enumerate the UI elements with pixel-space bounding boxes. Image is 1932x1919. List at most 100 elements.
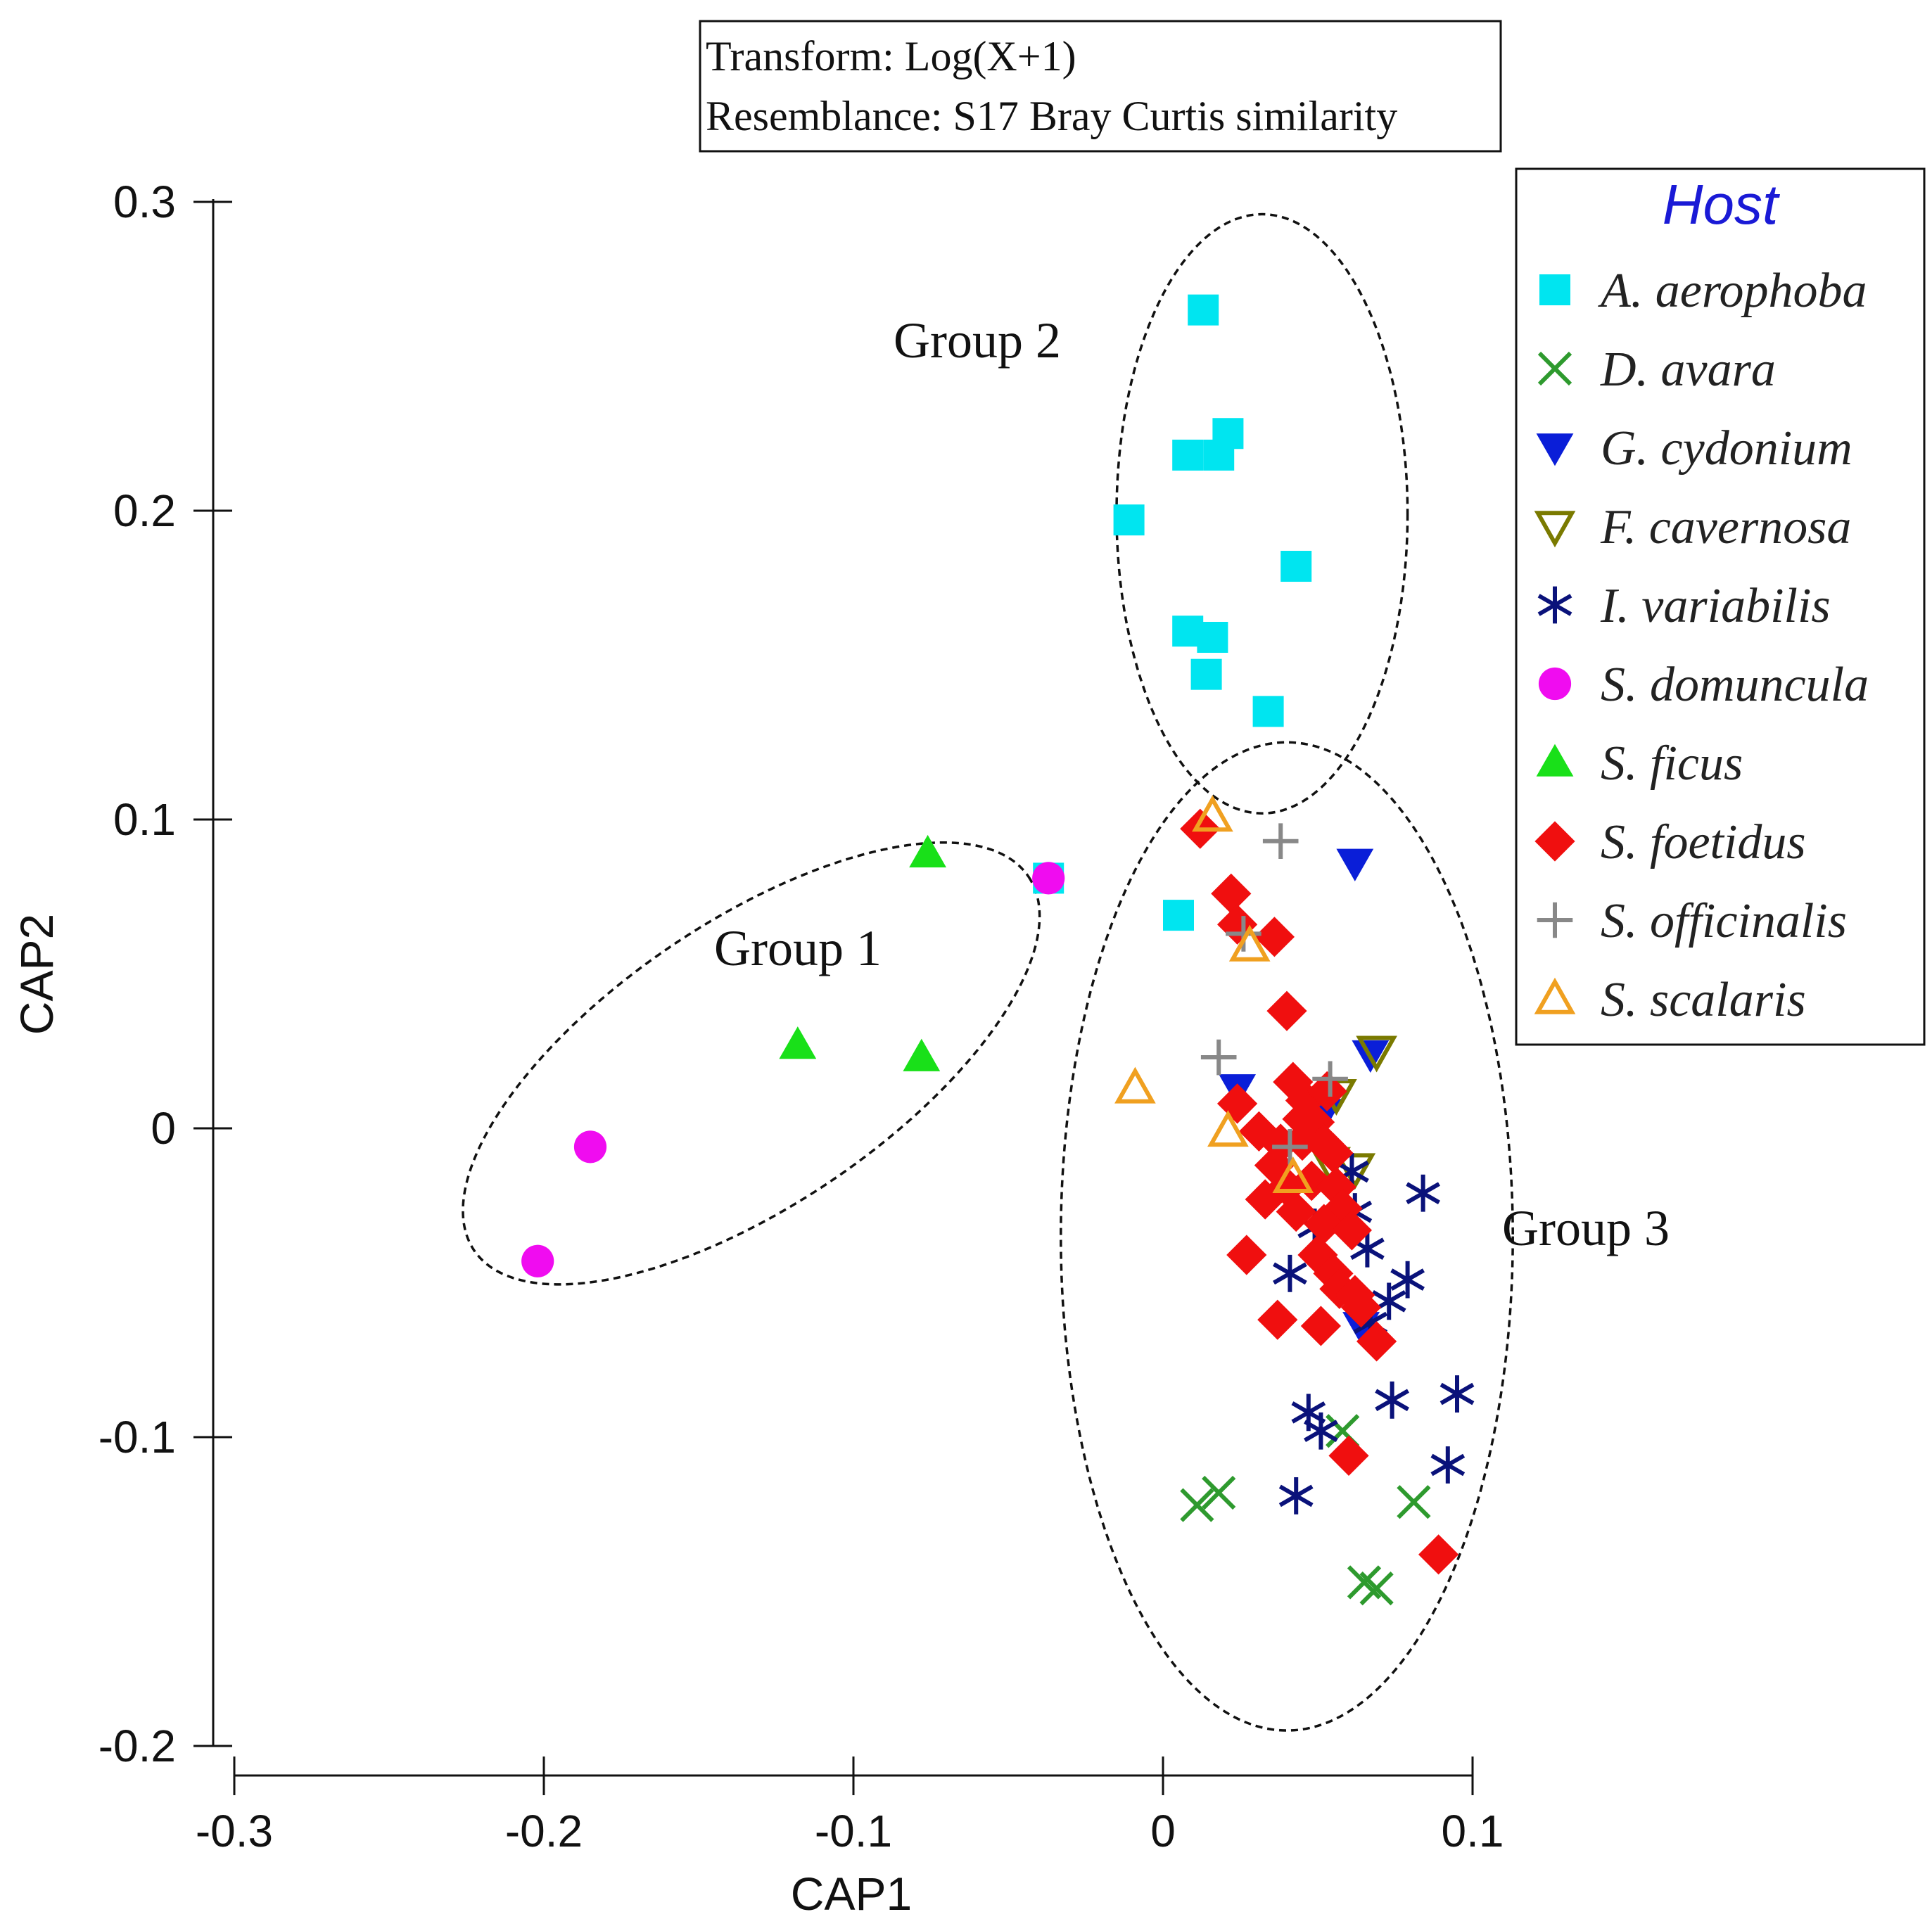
point-d-avara [1347,1565,1382,1600]
legend-label-g-cydonium: G. cydonium [1601,421,1852,476]
point-s-domuncula [521,1244,554,1277]
point-i-variabilis [1273,1254,1307,1292]
group-ellipse-1 [462,841,1041,1286]
point-s-foetidus [1297,1235,1338,1275]
point-s-officinalis [1226,916,1261,952]
legend-marker-s-scalaris [1534,977,1576,1014]
y-tick-label: 0.3 [113,177,176,227]
legend-marker-s-officinalis [1537,902,1573,938]
point-s-foetidus [1331,1210,1372,1251]
annotation-transform: Transform: Log(X+1) [706,33,1076,79]
y-tick-label: -0.2 [98,1721,176,1771]
legend-label-i-variabilis: I. variabilis [1600,579,1831,633]
legend-marker-g-cydonium [1536,433,1574,466]
legend-marker-f-cavernosa [1534,511,1576,548]
point-s-foetidus [1217,1083,1258,1124]
point-s-officinalis [1262,823,1299,860]
legend-label-a-aerophoba: A. aerophoba [1598,264,1867,318]
point-s-domuncula [573,1130,607,1163]
legend-label-s-officinalis: S. officinalis [1601,894,1847,948]
point-s-foetidus [1282,1099,1323,1140]
annotation-box: Transform: Log(X+1) Resemblance: S17 Bra… [699,20,1502,153]
group-3-label: Group 3 [1502,1200,1670,1256]
x-axis: -0.3 -0.2 -0.1 0 0.1 [196,1757,1504,1856]
point-d-avara [1359,1571,1394,1606]
point-d-avara [1397,1485,1431,1519]
legend-label-d-avara: D. avara [1600,343,1776,397]
point-s-foetidus [1313,1253,1354,1294]
point-s-domuncula [1032,862,1065,895]
legend-marker-i-variabilis [1537,586,1572,624]
group-ellipse-3 [1060,741,1514,1732]
point-g-cydonium [1336,848,1374,881]
point-a-aerophoba [1163,900,1194,931]
y-tick-label: 0 [151,1103,176,1154]
group-ellipses [462,212,1514,1732]
point-s-foetidus [1266,990,1307,1031]
point-d-avara [1180,1488,1214,1522]
legend-marker-d-avara [1537,351,1572,386]
legend-marker-a-aerophoba [1539,274,1570,305]
point-s-foetidus [1257,1299,1298,1340]
legend-label-s-scalaris: S. scalaris [1601,973,1806,1027]
point-s-foetidus [1300,1306,1341,1346]
y-axis-title: CAP2 [11,914,63,1035]
point-a-aerophoba [1280,551,1312,582]
point-s-officinalis [1312,1061,1348,1097]
point-s-ficus [903,1038,941,1071]
point-s-foetidus [1217,904,1258,945]
point-i-variabilis [1390,1261,1425,1299]
point-a-aerophoba [1172,439,1204,471]
point-i-variabilis [1278,1477,1314,1515]
point-d-avara [1202,1475,1236,1510]
legend-items: A. aerophoba D. avara G. cydonium F. cavern… [1534,264,1869,1027]
y-tick-label: 0.2 [113,485,176,536]
point-i-variabilis [1430,1446,1466,1484]
legend-label-s-ficus: S. ficus [1601,737,1743,791]
point-s-foetidus [1211,873,1252,914]
point-s-foetidus [1254,917,1295,957]
x-tick-label: 0.1 [1442,1806,1504,1856]
legend-marker-s-domuncula [1538,667,1572,701]
legend-label-f-cavernosa: F. cavernosa [1600,500,1851,554]
group-2-label: Group 2 [894,312,1061,369]
point-s-foetidus [1341,1287,1382,1328]
x-tick-label: 0 [1150,1806,1176,1856]
point-s-foetidus [1313,1133,1354,1173]
legend-label-s-foetidus: S. foetidus [1601,815,1806,869]
point-a-aerophoba [1188,294,1219,326]
point-s-foetidus [1418,1534,1459,1575]
point-a-aerophoba [1197,621,1228,653]
point-s-scalaris [1228,924,1271,962]
y-tick-label: -0.1 [98,1412,176,1462]
x-axis-ticks: -0.3 -0.2 -0.1 0 0.1 [196,1757,1504,1856]
data-points [521,294,1475,1606]
group-1-label: Group 1 [714,920,882,976]
legend-marker-s-ficus [1536,744,1574,777]
x-tick-label: -0.2 [505,1806,583,1856]
legend: Host A. aerophoba D. avara G. cydonium F. c… [1515,167,1926,1046]
y-axis-ticks: 0.3 0.2 0.1 0 -0.1 -0.2 [98,177,232,1771]
point-s-foetidus [1307,1071,1347,1111]
point-a-aerophoba [1212,418,1244,450]
point-a-aerophoba [1190,658,1222,690]
legend-label-s-domuncula: S. domuncula [1601,658,1869,712]
point-s-scalaris [1114,1066,1156,1104]
point-a-aerophoba [1113,504,1145,536]
point-i-variabilis [1304,1412,1338,1450]
point-s-officinalis [1200,1039,1237,1076]
point-s-foetidus [1226,1235,1267,1275]
x-tick-label: -0.3 [196,1806,273,1856]
point-f-cavernosa [1356,1035,1397,1073]
legend-title: Host [1663,173,1780,236]
point-i-variabilis [1406,1174,1440,1212]
point-i-variabilis [1375,1381,1409,1419]
point-s-foetidus [1245,1179,1285,1220]
point-s-scalaris [1272,1156,1314,1193]
point-s-ficus [909,834,946,868]
annotation-resemblance: Resemblance: S17 Bray Curtis similarity [706,93,1397,139]
point-s-foetidus [1276,1191,1316,1232]
x-tick-label: -0.1 [815,1806,892,1856]
legend-marker-s-foetidus [1534,821,1575,862]
